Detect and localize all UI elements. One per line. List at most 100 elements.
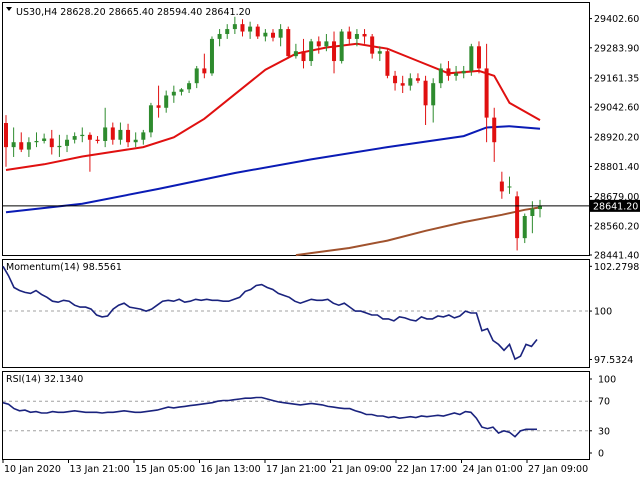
candle-body (11, 142, 16, 148)
candle-body (339, 31, 344, 62)
momentum-tick-label: 97.5324 (594, 355, 633, 366)
candle-body (408, 78, 413, 86)
candle-body (415, 78, 420, 81)
candles (4, 16, 542, 251)
candle-body (217, 33, 222, 39)
price-tick-label: 28679.00 (594, 192, 639, 203)
candle-body (530, 208, 535, 216)
momentum-panel-frame (2, 259, 590, 368)
candle-body (141, 132, 146, 140)
rsi-tick-label: 0 (598, 449, 604, 460)
candle-body (225, 29, 230, 34)
candle-body (385, 51, 390, 76)
candle-body (446, 68, 451, 76)
candle-body (42, 138, 47, 141)
candle-body (469, 46, 474, 71)
time-tick-label: 27 Jan 09:00 (528, 464, 588, 475)
candle-body (370, 36, 375, 54)
candle-body (179, 89, 184, 92)
candle-body (507, 186, 512, 188)
candle-body (347, 31, 352, 39)
time-tick-label: 13 Jan 21:00 (70, 464, 130, 475)
candle-body (240, 24, 245, 32)
candle-body (164, 95, 169, 108)
candle-body (49, 138, 54, 148)
candle-body (293, 51, 298, 57)
momentum-title: Momentum(14) 98.5561 (6, 262, 122, 273)
rsi-tick-label: 70 (598, 397, 610, 408)
candle-body (202, 68, 207, 74)
candle-body (4, 123, 8, 148)
candle-body (171, 91, 176, 96)
price-tick-label: 28560.20 (594, 221, 639, 232)
ema_long-line (295, 206, 541, 257)
rsi-line (2, 396, 537, 438)
candle-body (484, 68, 489, 118)
candle-body (255, 26, 260, 37)
candle-body (194, 68, 199, 84)
momentum-tick-label: 100 (594, 307, 612, 318)
candle-body (286, 29, 291, 57)
candle-body (133, 139, 138, 143)
time-tick-label: 15 Jan 05:00 (135, 464, 195, 475)
rsi-indicator: 100 70 30 0 (2, 375, 616, 460)
rsi-panel-frame (2, 371, 590, 460)
time-axis: 10 Jan 2020 13 Jan 21:00 15 Jan 05:00 16 Ja… (2, 459, 588, 475)
candle-body (118, 129, 123, 140)
candle-body (34, 140, 39, 143)
candle-body (499, 181, 504, 192)
rsi-tick-label: 30 (598, 426, 610, 437)
candle-body (248, 26, 253, 32)
candle-body (492, 117, 497, 143)
candle-body (362, 33, 367, 37)
candle-body (515, 196, 520, 239)
candle-body (65, 139, 70, 146)
candle-body (438, 68, 443, 84)
candle-body (309, 41, 314, 62)
candle-body (316, 41, 321, 47)
candle-body (26, 142, 31, 150)
candle-body (148, 105, 153, 133)
candle-body (377, 51, 382, 54)
candle-body (263, 32, 268, 37)
candle-body (72, 136, 77, 140)
price-tick-label: 29283.90 (594, 43, 639, 54)
time-tick-label: 16 Jan 13:00 (201, 464, 261, 475)
candle-body (400, 83, 405, 86)
momentum-line (2, 265, 538, 361)
candle-body (354, 33, 359, 39)
candle-body (461, 70, 466, 74)
candle-body (522, 215, 527, 239)
price-panel-title: US30,H4 28628.20 28665.40 28594.40 28641… (6, 7, 251, 18)
price-title-text: US30,H4 28628.20 28665.40 28594.40 28641… (16, 7, 251, 18)
time-tick-label: 10 Jan 2020 (4, 464, 61, 475)
ema_fast-line (5, 42, 541, 171)
momentum-tick-label: 102.2798 (594, 262, 639, 273)
candle-body (271, 32, 275, 38)
price-panel-frame (2, 2, 590, 256)
current-price-label: 28641.20 (593, 201, 638, 212)
candle-body (278, 29, 283, 38)
candle-body (324, 41, 329, 47)
candle-body (332, 41, 337, 62)
current-price-line: 28641.20 (3, 199, 640, 212)
moving-averages (5, 42, 541, 257)
candle-body (423, 80, 428, 106)
time-tick-label: 22 Jan 17:00 (397, 464, 457, 475)
candle-body (538, 205, 542, 210)
candle-body (95, 139, 100, 141)
price-tick-label: 29161.35 (594, 73, 639, 84)
candle-body (110, 127, 115, 140)
time-tick-label: 21 Jan 09:00 (332, 464, 392, 475)
candle-body (87, 134, 92, 140)
price-tick-label: 28441.40 (594, 251, 639, 262)
candle-body (232, 24, 237, 30)
candle-body (19, 142, 24, 150)
price-tick-label: 29042.60 (594, 103, 639, 114)
candle-body (156, 105, 161, 108)
price-axis: 29402.60 29283.90 29161.35 29042.60 28920.20… (589, 14, 639, 262)
price-tick-label: 29402.60 (594, 14, 639, 25)
candle-body (454, 73, 459, 76)
